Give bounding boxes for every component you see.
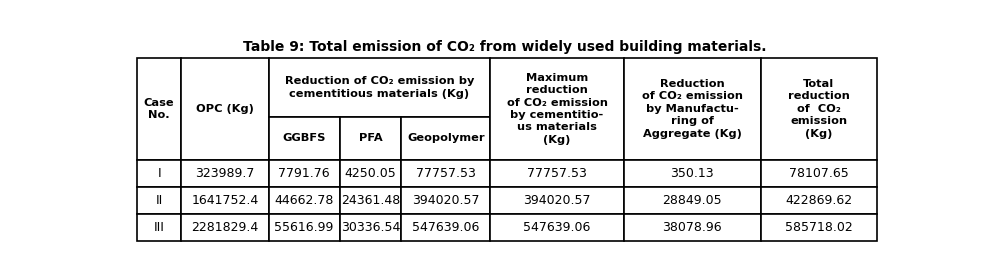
Bar (760, 58, 878, 160)
Text: 1641752.4: 1641752.4 (191, 194, 259, 207)
Text: 38078.96: 38078.96 (662, 221, 722, 234)
Bar (340, 214, 401, 241)
Text: Reduction of CO₂ emission by
cementitious materials (Kg): Reduction of CO₂ emission by cementitiou… (285, 76, 474, 99)
Bar (181, 214, 269, 241)
Bar (760, 214, 878, 241)
Text: 323989.7: 323989.7 (195, 167, 255, 180)
Text: Table 9: Total emission of CO₂ from widely used building materials.: Table 9: Total emission of CO₂ from wide… (243, 40, 766, 54)
Text: 55616.99: 55616.99 (275, 221, 334, 234)
Bar (491, 160, 624, 187)
Text: Maximum
reduction
of CO₂ emission
by cementitio-
us materials
(Kg): Maximum reduction of CO₂ emission by cem… (506, 73, 608, 145)
Text: 24361.48: 24361.48 (341, 194, 400, 207)
Text: 2281829.4: 2281829.4 (191, 221, 259, 234)
Bar (269, 160, 340, 187)
Bar (624, 58, 760, 160)
Bar (340, 160, 401, 187)
Bar (269, 117, 340, 160)
Bar (401, 214, 491, 241)
Text: OPC (Kg): OPC (Kg) (196, 104, 254, 114)
Bar (401, 160, 491, 187)
Text: 394020.57: 394020.57 (523, 194, 591, 207)
Text: 394020.57: 394020.57 (412, 194, 480, 207)
Bar (491, 58, 624, 160)
Bar (401, 187, 491, 214)
Bar (181, 187, 269, 214)
Bar (760, 160, 878, 187)
Bar (340, 117, 401, 160)
Text: III: III (154, 221, 164, 234)
Text: 4250.05: 4250.05 (345, 167, 396, 180)
Bar (491, 214, 624, 241)
Text: 547639.06: 547639.06 (523, 221, 591, 234)
Text: PFA: PFA (359, 133, 382, 143)
Bar (269, 214, 340, 241)
Text: 77757.53: 77757.53 (416, 167, 476, 180)
Bar (137, 58, 181, 160)
Bar (401, 117, 491, 160)
Bar (137, 187, 181, 214)
Text: 28849.05: 28849.05 (662, 194, 722, 207)
Text: I: I (158, 167, 161, 180)
Bar (624, 160, 760, 187)
Text: 77757.53: 77757.53 (527, 167, 587, 180)
Bar (491, 187, 624, 214)
Text: II: II (156, 194, 163, 207)
Bar (137, 214, 181, 241)
Text: 585718.02: 585718.02 (785, 221, 853, 234)
Text: 547639.06: 547639.06 (412, 221, 480, 234)
Text: 44662.78: 44662.78 (275, 194, 334, 207)
Text: GGBFS: GGBFS (283, 133, 326, 143)
Bar (269, 187, 340, 214)
Bar (137, 160, 181, 187)
Text: 7791.76: 7791.76 (279, 167, 330, 180)
Bar (760, 187, 878, 214)
Text: 78107.65: 78107.65 (789, 167, 849, 180)
Bar (269, 58, 491, 117)
Bar (624, 187, 760, 214)
Text: Reduction
of CO₂ emission
by Manufactu-
ring of
Aggregate (Kg): Reduction of CO₂ emission by Manufactu- … (641, 79, 743, 139)
Text: 422869.62: 422869.62 (785, 194, 852, 207)
Text: 30336.54: 30336.54 (341, 221, 400, 234)
Text: 350.13: 350.13 (671, 167, 714, 180)
Bar (181, 58, 269, 160)
Bar (624, 214, 760, 241)
Text: Total
reduction
of  CO₂
emission
(Kg): Total reduction of CO₂ emission (Kg) (788, 79, 850, 139)
Text: Case
No.: Case No. (144, 98, 174, 120)
Bar (340, 187, 401, 214)
Text: Geopolymer: Geopolymer (407, 133, 485, 143)
Bar (181, 160, 269, 187)
